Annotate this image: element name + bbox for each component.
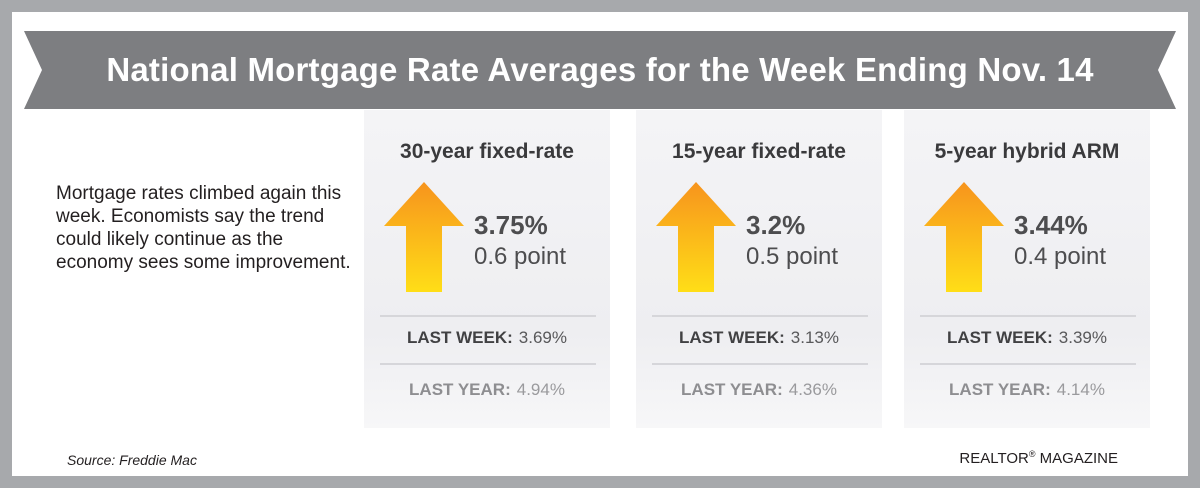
divider [652,363,868,365]
last-year-label: LAST YEAR: [409,380,511,399]
last-week-label: LAST WEEK: [947,328,1053,347]
arrow-up-icon [656,182,736,292]
divider [920,363,1136,365]
rate-change: 0.4 point [1014,243,1107,270]
intro-text: Mortgage rates climbed again this week. … [56,183,351,273]
rate-change: 0.5 point [746,243,839,270]
last-week-row: LAST WEEK: 3.69% [364,328,610,348]
last-week-value: 3.13% [790,328,839,347]
last-year-label: LAST YEAR: [949,380,1051,399]
last-week-label: LAST WEEK: [407,328,513,347]
last-week-label: LAST WEEK: [679,328,785,347]
last-year-value: 4.14% [1056,380,1105,399]
last-week-value: 3.39% [1058,328,1107,347]
page-title: National Mortgage Rate Averages for the … [106,51,1094,88]
card-title: 15-year fixed-rate [672,140,846,163]
brand-name: REALTOR [959,450,1029,467]
brand-suffix: MAGAZINE [1035,450,1118,467]
last-year-row: LAST YEAR: 4.94% [364,380,610,400]
divider [380,315,596,317]
arrow-up-icon [384,182,464,292]
title-banner: National Mortgage Rate Averages for the … [24,31,1176,109]
rate-change: 0.6 point [474,243,567,270]
card-title: 5-year hybrid ARM [934,140,1120,163]
last-week-row: LAST WEEK: 3.13% [636,328,882,348]
divider [380,363,596,365]
last-year-row: LAST YEAR: 4.14% [904,380,1150,400]
last-year-row: LAST YEAR: 4.36% [636,380,882,400]
divider [920,315,1136,317]
registered-mark: ® [1028,449,1036,459]
last-week-row: LAST WEEK: 3.39% [904,328,1150,348]
last-year-value: 4.36% [788,380,837,399]
rate-value: 3.75% [474,210,548,240]
rate-value: 3.2% [746,210,806,240]
rate-card-15-year: 15-year fixed-rate 3.2% 0.5 point LAST W… [636,110,882,428]
rate-card-5-year-arm: 5-year hybrid ARM 3.44% 0.4 point LAST W… [904,110,1150,428]
banner-shape [24,31,1176,109]
last-year-label: LAST YEAR: [681,380,783,399]
last-year-value: 4.94% [516,380,565,399]
rate-value: 3.44% [1014,210,1088,240]
source-credit: Source: Freddie Mac [67,452,197,468]
card-title: 30-year fixed-rate [400,140,574,163]
divider [652,315,868,317]
publisher-brand: REALTOR® MAGAZINE [959,449,1118,467]
arrow-up-icon [924,182,1004,292]
last-week-value: 3.69% [518,328,567,347]
rate-card-30-year: 30-year fixed-rate 3.75% 0.6 point LAST … [364,110,610,428]
